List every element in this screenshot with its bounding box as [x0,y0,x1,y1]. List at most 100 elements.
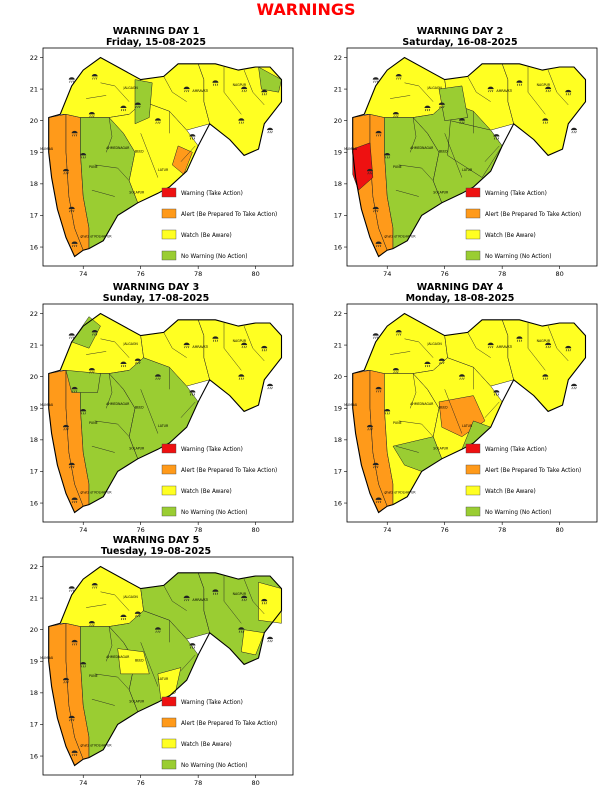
legend-label: Watch (Be Aware) [485,489,536,495]
district-boundary [105,373,113,409]
y-tick-label: 20 [334,117,342,125]
panel-date: Sunday, 17-08-2025 [102,293,210,304]
legend-item-warning: Warning (Take Action) [161,187,243,198]
rain-icon [68,586,75,592]
rain-icon [366,168,373,175]
district-boundary [163,585,187,611]
district-region [438,85,468,121]
district-label: PUNE [393,421,402,425]
y-tick-label: 18 [30,689,38,697]
rain-icon [267,636,274,643]
y-tick-label: 19 [30,149,38,157]
rain-icon [189,390,196,396]
rain-icon [392,367,399,374]
district-label: SOLAPUR [129,699,145,703]
district-label: LATUR [158,424,169,428]
district-boundary [444,389,463,434]
legend-label: Alert (Be Prepared To Take Action) [181,721,277,727]
legend-item-no_warning: No Warning (No Action) [465,506,552,517]
y-tick-label: 22 [334,310,342,318]
rain-icon [154,627,161,633]
warning-day-panel: WARNING DAY 5 Tuesday, 19-08-2025 MUMBAI JA… [16,535,296,787]
district-region [352,142,374,191]
y-tick-label: 18 [30,180,38,188]
legend-label: Alert (Be Prepared To Take Action) [485,468,581,474]
district-boundary [444,133,463,178]
district-boundary [484,145,500,162]
rain-icon [241,595,248,602]
x-tick-label: 74 [79,779,87,787]
legend-swatch [161,738,177,749]
warning-map: MUMBAI JALGAON AHMEDNAGAR NAGPUR AMRAVATI SOL… [334,47,598,278]
district-label: JALGAON [122,342,138,346]
legend-label: Watch (Be Aware) [181,233,232,239]
warning-day-panel: WARNING DAY 1 Friday, 15-08-2025 MUMBAI JAL… [16,26,296,278]
legend-label: Warning (Take Action) [181,191,243,197]
rain-icon [395,74,402,80]
rain-icon [571,383,578,390]
district-boundary [140,389,159,434]
panel-day-title: WARNING DAY 2 [416,26,504,37]
legend-item-no_warning: No Warning (No Action) [161,506,248,517]
legend-item-no_warning: No Warning (No Action) [161,250,248,261]
x-tick-label: 78 [498,526,506,534]
rain-icon [545,342,552,349]
district-boundary [527,323,546,371]
district-boundary [140,133,159,178]
legend-label: No Warning (No Action) [181,510,248,516]
y-tick-label: 20 [334,373,342,381]
rain-icon [458,374,465,380]
district-boundary [86,351,107,355]
district-label: PUNE [393,165,402,169]
x-tick-label: 78 [498,270,506,278]
legend-swatch [465,506,481,517]
x-tick-label: 74 [79,526,87,534]
rain-icon [424,105,431,112]
x-tick-label: 76 [441,270,449,278]
y-tick-label: 22 [30,310,38,318]
rain-icon [375,130,382,137]
district-boundary [547,70,569,106]
legend-item-no_warning: No Warning (No Action) [465,250,552,261]
rain-icon [392,111,399,118]
y-tick-label: 17 [30,212,38,220]
x-tick-label: 74 [383,270,391,278]
y-tick-label: 18 [334,436,342,444]
district-boundary [467,76,491,102]
district-label: AHMEDNAGAR [410,402,434,406]
panel-date: Saturday, 16-08-2025 [402,37,518,48]
rain-icon [366,424,373,431]
y-tick-label: 16 [30,243,38,251]
rain-icon [542,118,549,124]
rain-icon [438,358,445,364]
x-tick-label: 78 [194,779,202,787]
rain-icon [80,153,87,159]
rain-icon [261,89,268,96]
district-boundary [180,401,196,418]
district-boundary [91,189,115,197]
district-label: ghats of KOLHAPUR [384,491,416,495]
y-tick-label: 17 [334,468,342,476]
district-label: LATUR [158,677,169,681]
district-label: AMRAVATI [192,598,208,602]
district-label: AHMEDNAGAR [106,402,130,406]
rain-icon [438,102,445,108]
legend-swatch [465,485,481,496]
legend-label: No Warning (No Action) [485,254,552,260]
warning-map: MUMBAI JALGAON AHMEDNAGAR NAGPUR AMRAVATI SOL… [30,303,294,534]
state-outline [48,312,283,514]
legend-label: No Warning (No Action) [485,510,552,516]
panel-date: Friday, 15-08-2025 [106,37,206,48]
district-label: PUNE [89,421,98,425]
district-label: JALGAON [122,595,138,599]
rain-icon [91,330,98,336]
district-boundary [94,164,130,181]
rain-icon [62,424,69,431]
y-tick-label: 22 [334,54,342,62]
legend-swatch [465,187,481,198]
x-tick-label: 80 [556,270,564,278]
district-label: AHMEDNAGAR [106,146,130,150]
y-tick-label: 21 [30,594,38,602]
legend-swatch [465,443,481,454]
legend-item-watch: Watch (Be Aware) [161,485,232,496]
